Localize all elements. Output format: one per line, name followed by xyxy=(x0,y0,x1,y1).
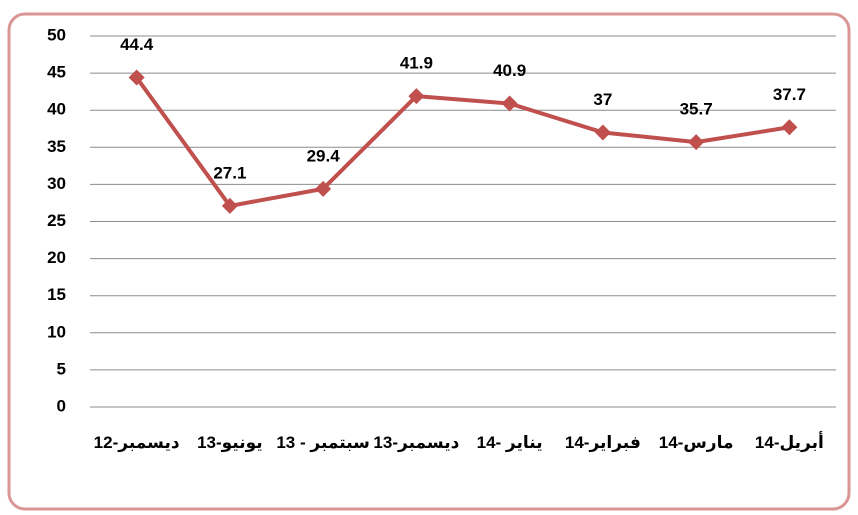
y-tick-label: 45 xyxy=(47,63,66,82)
data-marker xyxy=(315,180,332,197)
data-line xyxy=(135,76,790,208)
y-tick-label: 15 xyxy=(47,285,66,304)
data-label: 37 xyxy=(593,90,612,109)
y-tick-label: 10 xyxy=(47,322,66,341)
y-tick-label: 0 xyxy=(57,396,66,415)
x-tick-label: يناير -14 xyxy=(476,433,543,452)
data-marker xyxy=(128,69,145,86)
data-label: 35.7 xyxy=(680,100,713,119)
y-tick-label: 5 xyxy=(57,359,66,378)
x-tick-label: ديسمبر-13 xyxy=(373,433,460,452)
data-label: 41.9 xyxy=(400,54,433,73)
y-tick-label: 20 xyxy=(47,248,66,267)
y-tick-label: 50 xyxy=(47,25,66,44)
x-tick-label: أبريل-14 xyxy=(754,433,824,452)
x-tick-label: مارس-14 xyxy=(658,433,734,452)
data-label: 27.1 xyxy=(213,163,246,182)
data-marker xyxy=(501,95,518,112)
data-marker xyxy=(781,119,798,136)
data-marker xyxy=(221,197,238,214)
y-tick-label: 25 xyxy=(47,211,66,230)
data-marker xyxy=(688,134,705,151)
data-label: 44.4 xyxy=(120,35,154,54)
data-marker xyxy=(594,124,611,141)
x-tick-label: سبتمبر - 13 xyxy=(276,433,370,452)
data-label: 37.7 xyxy=(773,85,806,104)
y-tick-label: 30 xyxy=(47,174,66,193)
x-tick-label: يونيو-13 xyxy=(197,433,263,452)
x-tick-label: ديسمبر-12 xyxy=(93,433,180,452)
data-label: 40.9 xyxy=(493,61,526,80)
data-marker xyxy=(408,88,425,105)
data-label: 29.4 xyxy=(307,146,341,165)
y-tick-label: 40 xyxy=(47,100,66,119)
x-tick-label: فبراير-14 xyxy=(564,433,641,452)
y-tick-label: 35 xyxy=(47,137,66,156)
